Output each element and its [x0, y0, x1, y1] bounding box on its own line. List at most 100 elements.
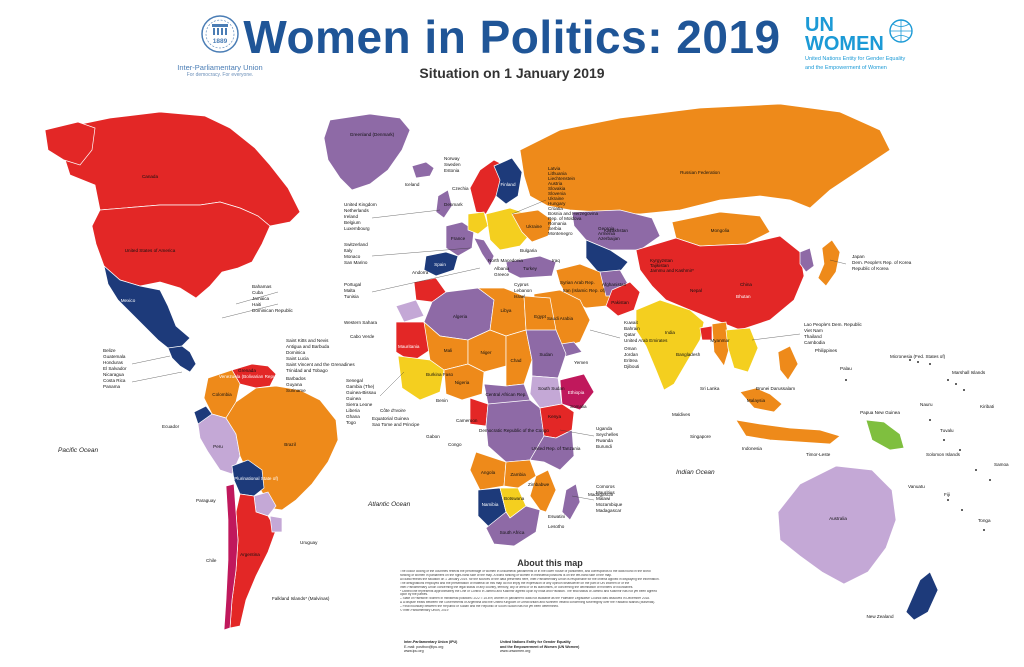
- callout-europe: Luxembourg: [344, 226, 370, 231]
- label-zambia: Zambia: [510, 472, 526, 477]
- callout-africa-east: Madagascar: [596, 508, 622, 513]
- callout-africa-east: Comoros: [596, 484, 615, 489]
- country-iceland: [411, 161, 435, 179]
- callout-asia: Singapore: [690, 434, 711, 439]
- callout-europe-east: Bosnia and Herzegovina: [548, 211, 598, 216]
- callout-africa: Cameroon: [456, 418, 478, 423]
- callout-americas: Suriname: [286, 388, 306, 393]
- country-png: [865, 419, 905, 451]
- callout-europe-east: Slovenia: [548, 191, 566, 196]
- label-drc: Democratic Republic of the Congo: [479, 428, 549, 433]
- label-malaysia: Malaysia: [747, 398, 766, 403]
- country-zambia: [503, 459, 537, 489]
- page-subtitle: Situation on 1 January 2019: [419, 65, 605, 81]
- label-nigeria: Nigeria: [455, 380, 470, 385]
- country-mozambique: [529, 469, 557, 513]
- country-japan: [817, 239, 841, 287]
- label-niger: Niger: [481, 350, 492, 355]
- callout-americas: Haiti: [252, 302, 261, 307]
- callout-europe: Ireland: [344, 214, 358, 219]
- label-ukraine: Ukraine: [526, 224, 542, 229]
- country-new-zealand: [905, 571, 939, 621]
- callout-europe: Switzerland: [344, 242, 368, 247]
- callout-europe: Sweden: [444, 162, 461, 167]
- callout-africa-east: Malawi: [596, 496, 610, 501]
- country-philippines: [777, 345, 799, 381]
- country-pakistan: [605, 281, 641, 317]
- callout-africa: Sierra Leone: [346, 402, 373, 407]
- label-venezuela: Venezuela (Bolivarian Republic of): [219, 374, 290, 379]
- callout-europe-east: Yemen: [574, 360, 589, 365]
- country-angola: [469, 451, 507, 491]
- label-mexico: Mexico: [121, 298, 136, 303]
- footer-unw-web[interactable]: www.unwomen.org: [500, 649, 531, 654]
- callout-americas: Falkland Islands* (Malvinas): [272, 596, 330, 601]
- ipu-logo: 1889 Inter-Parliamentary Union For democ…: [165, 14, 275, 78]
- callout-pacific: Fiji: [944, 492, 950, 497]
- callout-americas: Paraguay: [196, 498, 216, 503]
- label-china: China: [740, 282, 752, 287]
- callout-europe-east: Qatar: [624, 332, 636, 337]
- country-indonesia: [735, 419, 841, 445]
- callout-africa-east: Mozambique: [596, 502, 623, 507]
- callout-pacific: Tuvalu: [940, 428, 954, 433]
- callout-americas: Dominica: [286, 350, 306, 355]
- callout-americas: Guyana: [286, 382, 303, 387]
- country-australia: [777, 465, 897, 585]
- footer-unw-name2: and the Empowerment of Women (UN Women): [500, 644, 580, 649]
- callout-pacific: Nauru: [920, 402, 933, 407]
- country-venezuela: [231, 363, 277, 389]
- callout-pacific: Kiribati: [980, 404, 994, 409]
- callout-europe-east: Djibouti: [624, 364, 639, 369]
- callout-africa: Ghana: [346, 414, 360, 419]
- callout-americas: Saint Kitts and Nevis: [286, 338, 329, 343]
- callout-americas: Ecuador: [162, 424, 180, 429]
- callout-americas: Trinidad and Tobago: [286, 368, 328, 373]
- callout-asia: Dem. People's Rep. of Korea: [852, 260, 912, 265]
- label-usa: United States of America: [125, 248, 176, 253]
- country-myanmar: [711, 321, 731, 367]
- callout-africa: Liberia: [346, 408, 360, 413]
- country-west-africa: [397, 355, 445, 401]
- label-mali: Mali: [444, 348, 452, 353]
- country-ukraine: [511, 209, 553, 243]
- callout-africa-east: Botswana: [504, 496, 525, 501]
- ocean-atlantic: Atlantic Ocean: [367, 501, 411, 508]
- callout-africa: Gabon: [426, 434, 440, 439]
- callout-europe: Belgium: [344, 220, 361, 225]
- callout-europe-east: Cyprus: [514, 282, 529, 287]
- label-pakistan: Pakistan: [611, 300, 629, 305]
- callout-pacific: Solomon Islands: [926, 452, 961, 457]
- callout-europe-east: Liechtenstein: [548, 176, 576, 181]
- about-line: The colour coding of the countries refle…: [400, 570, 651, 573]
- callout-europe-east: Azerbaijan: [598, 236, 620, 241]
- callout-europe: Andorra: [412, 270, 429, 275]
- callout-africa: Mauritania: [398, 344, 420, 349]
- label-peru: Peru: [213, 444, 223, 449]
- unwomen-line2: and the Empowerment of Women: [805, 65, 887, 71]
- label-mongolia: Mongolia: [711, 228, 730, 233]
- unwomen-line1: United Nations Entity for Gender Equalit…: [805, 56, 906, 62]
- label-namibia: Namibia: [482, 502, 499, 507]
- country-western-sahara: [395, 299, 425, 323]
- label-tanzania: United Rep. of Tanzania: [532, 446, 581, 451]
- callout-europe: Western Sahara: [344, 320, 378, 325]
- callout-africa: Equatorial Guinea: [372, 416, 409, 421]
- country-nigeria: [443, 363, 485, 401]
- callout-europe: Estonia: [444, 168, 460, 173]
- callout-europe-east: Bahrain: [624, 326, 640, 331]
- footer-ipu-email[interactable]: E-mail: postbox@ipu.org: [404, 644, 444, 649]
- footer-ipu-web[interactable]: www.ipu.org: [404, 649, 424, 654]
- callout-americas: Saint Vincent and the Grenadines: [286, 362, 355, 367]
- callout-europe-east: Serbia: [548, 226, 562, 231]
- callout-europe: Denmark: [444, 202, 463, 207]
- label-new-zealand: New Zealand: [866, 614, 894, 619]
- callout-pacific: Palau: [840, 366, 852, 371]
- page-title: Women in Politics: 2019: [243, 11, 781, 63]
- country-bolivia: [231, 459, 265, 497]
- label-turkey: Turkey: [523, 266, 538, 271]
- callout-asia: Brunei Darussalam: [756, 386, 795, 391]
- footer-unw-name: United Nations Entity for Gender Equalit…: [500, 640, 571, 644]
- callout-africa-east: Kenya: [548, 414, 561, 419]
